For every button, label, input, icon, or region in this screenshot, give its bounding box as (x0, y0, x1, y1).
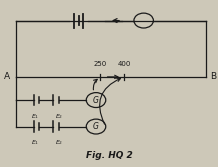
Text: G: G (93, 96, 99, 105)
Text: G: G (93, 122, 99, 131)
Text: $E_1$: $E_1$ (31, 112, 39, 121)
Text: 400: 400 (118, 61, 131, 67)
Text: $E_2$: $E_2$ (55, 138, 63, 147)
Text: A: A (4, 72, 10, 81)
Text: $E_1$: $E_1$ (31, 138, 39, 147)
Text: 250: 250 (94, 61, 107, 67)
Text: $E_2$: $E_2$ (55, 112, 63, 121)
Text: Fig. HQ 2: Fig. HQ 2 (86, 151, 132, 160)
Text: B: B (210, 72, 216, 81)
